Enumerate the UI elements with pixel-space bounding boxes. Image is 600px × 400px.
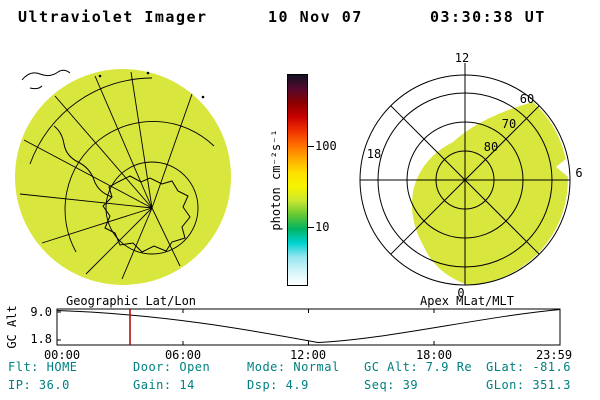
header-date: 10 Nov 07	[268, 8, 363, 26]
status-gain: Gain: 14	[133, 378, 195, 392]
header-title: Ultraviolet Imager	[18, 8, 208, 26]
header-time: 03:30:38 UT	[430, 8, 546, 26]
colorbar-gradient	[287, 74, 308, 286]
status-glon: GLon: 351.3	[486, 378, 571, 392]
mlt-label-18: 18	[367, 147, 381, 161]
ytick-high: 9.0	[30, 305, 52, 319]
xtick-1200: 12:00	[290, 348, 326, 362]
caption-geographic: Geographic Lat/Lon	[66, 294, 196, 308]
status-ip: IP: 36.0	[8, 378, 70, 392]
status-mode: Mode: Normal	[247, 360, 340, 374]
caption-apex: Apex MLat/MLT	[420, 294, 514, 308]
xtick-0000: 00:00	[44, 348, 80, 362]
colorbar-units-label: photon cm⁻²s⁻¹	[269, 129, 283, 231]
status-glat: GLat: -81.6	[486, 360, 571, 374]
polar-grid	[359, 63, 571, 286]
status-door: Door: Open	[133, 360, 211, 374]
chart-ticks	[57, 309, 435, 345]
colorbar-tickmark-100	[308, 146, 314, 147]
status-gc-alt: GC Alt: 7.9 Re	[364, 360, 473, 374]
geographic-disk-panel	[15, 69, 231, 285]
colorbar-tickmark-10	[308, 227, 314, 228]
xtick-0600: 06:00	[165, 348, 201, 362]
status-seq: Seq: 39	[364, 378, 419, 392]
ylabel-gcalt: GC Alt	[5, 305, 19, 348]
mlat-label-60: 60	[520, 92, 534, 106]
mlat-label-80: 80	[484, 140, 498, 154]
status-flt: Flt: HOME	[8, 360, 78, 374]
colorbar-tick-100: 100	[315, 139, 337, 153]
apex-polar-panel: 12 18 6 0 60 70 80	[359, 51, 583, 300]
xtick-2359: 23:59	[536, 348, 572, 362]
gcalt-strip-chart: 9.0 1.8 GC Alt 00:00 06:00 12:00 18:00 2…	[5, 305, 572, 362]
mlat-label-70: 70	[502, 117, 516, 131]
mlt-label-6: 6	[575, 166, 582, 180]
mlt-label-0: 0	[457, 286, 464, 300]
geographic-grid	[19, 71, 215, 280]
colorbar-tick-10: 10	[315, 220, 330, 234]
mlt-label-12: 12	[455, 51, 469, 65]
chart-frame	[56, 308, 561, 346]
image-specks	[98, 71, 205, 99]
xtick-1800: 18:00	[416, 348, 452, 362]
uv-image-disk	[15, 69, 231, 285]
coastline-overlay	[21, 69, 191, 253]
gcalt-orbit-curve	[56, 309, 561, 344]
status-dsp: Dsp: 4.9	[247, 378, 309, 392]
ytick-low: 1.8	[30, 332, 52, 346]
